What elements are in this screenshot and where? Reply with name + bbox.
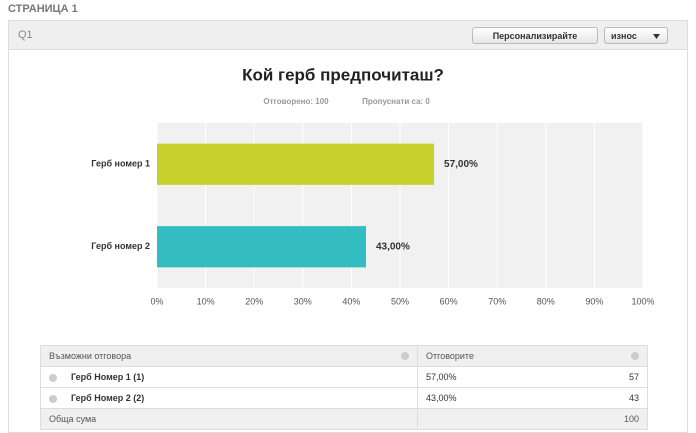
table-cell: 100 [417, 408, 648, 430]
x-tick-label: 50% [391, 296, 409, 306]
table-header: Възможни отговора [40, 345, 418, 367]
header-text: Възможни отговора [49, 351, 132, 361]
table-cell: Герб Номер 2 (2) [40, 387, 418, 409]
chart-subtitle: Отговорено: 100 [263, 97, 329, 106]
table-header: Отговорите [417, 345, 648, 367]
bar [157, 143, 435, 185]
page-label: СТРАНИЦА 1 [8, 3, 78, 15]
y-tick-label: Герб номер 1 [91, 159, 150, 169]
total-value: 100 [623, 414, 639, 424]
chart-subtitle: Пропуснати са: 0 [362, 97, 430, 106]
question-header: Q1 Персонализирайте износ [9, 21, 687, 50]
x-tick-label: 30% [294, 296, 312, 306]
chart-title: Кой герб предпочиташ? [242, 65, 444, 84]
percent-text: 43,00% [426, 393, 457, 403]
customize-button[interactable]: Персонализирайте [472, 27, 598, 44]
table-cell: Герб Номер 1 (1) [40, 366, 418, 388]
export-button[interactable]: износ [604, 27, 668, 44]
percent-text: 57,00% [426, 372, 457, 382]
x-tick-label: 10% [197, 296, 215, 306]
table-cell: 57,00% 57 [417, 366, 648, 388]
value-label: 43,00% [376, 241, 410, 252]
x-tick-label: 90% [585, 296, 603, 306]
x-tick-label: 40% [342, 296, 360, 306]
question-panel: Q1 Персонализирайте износ [8, 20, 688, 433]
question-label: Q1 [18, 29, 33, 41]
dropdown-arrow [653, 34, 660, 39]
x-tick-label: 0% [150, 296, 163, 306]
answer-text: Герб Номер 2 (2) [71, 393, 145, 403]
y-tick-label: Герб номер 2 [91, 241, 150, 251]
chart: Кой герб предпочиташ? Отговорено: 100 Пр… [91, 65, 654, 306]
x-tick-label: 80% [537, 296, 555, 306]
bar [157, 226, 366, 268]
total-label: Обща сума [49, 414, 97, 424]
table-cell: Обща сума [40, 408, 418, 430]
value-label: 57,00% [444, 159, 478, 170]
x-tick-label: 100% [631, 296, 654, 306]
x-tick-label: 70% [488, 296, 506, 306]
table-cell: 43,00% 43 [417, 387, 648, 409]
header-text: Отговорите [426, 351, 474, 361]
x-tick-label: 60% [440, 296, 458, 306]
count-text: 57 [628, 372, 639, 382]
answer-text: Герб Номер 1 (1) [71, 372, 145, 382]
results-table: Възможни отговора Отговорите Герб Номер … [40, 345, 648, 430]
export-label: износ [611, 31, 637, 41]
count-text: 43 [628, 393, 639, 403]
x-tick-label: 20% [245, 296, 263, 306]
